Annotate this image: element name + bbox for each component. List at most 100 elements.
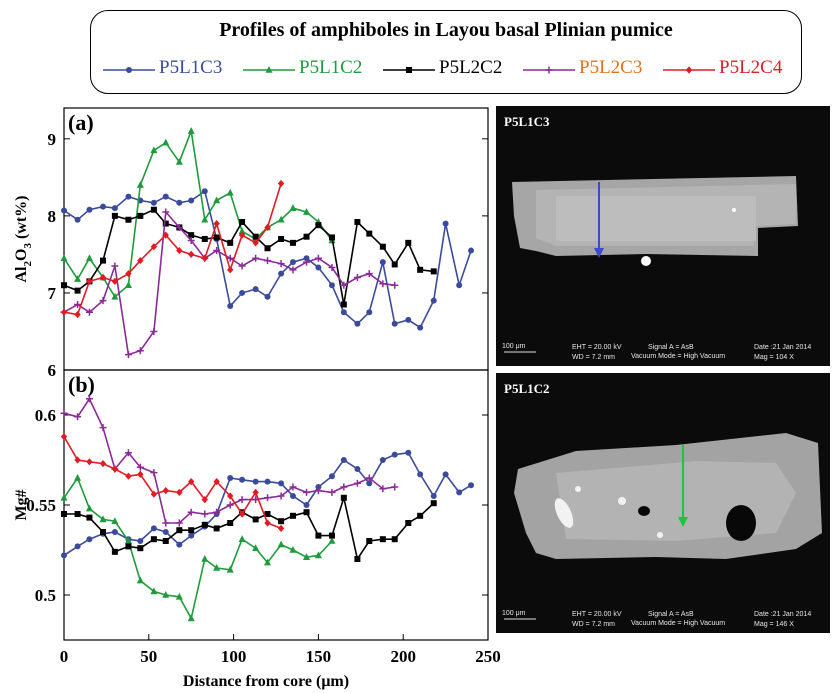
data-point bbox=[430, 493, 437, 499]
data-point bbox=[405, 316, 412, 323]
data-point bbox=[238, 262, 246, 270]
data-point bbox=[315, 532, 322, 539]
data-point bbox=[137, 470, 144, 478]
panel-a-al2o3: 6 7 8 9 (a) Al2O3 (wt%) bbox=[13, 107, 489, 380]
data-point bbox=[74, 301, 82, 308]
crystal-p5l1c3 bbox=[504, 176, 798, 353]
data-point bbox=[366, 538, 373, 544]
data-point bbox=[289, 483, 297, 491]
data-point bbox=[125, 472, 132, 480]
data-point bbox=[226, 254, 234, 262]
data-point bbox=[417, 471, 424, 478]
data-point bbox=[150, 146, 158, 154]
data-point bbox=[264, 257, 272, 265]
data-point bbox=[239, 289, 246, 296]
data-point bbox=[456, 282, 463, 289]
data-point bbox=[74, 511, 81, 517]
sem-image-label: P5L1C3 bbox=[504, 114, 550, 129]
data-point bbox=[100, 529, 107, 535]
data-point bbox=[150, 525, 157, 532]
data-point bbox=[226, 501, 234, 509]
data-point bbox=[175, 592, 183, 600]
plot-frame bbox=[63, 369, 489, 641]
data-point bbox=[277, 540, 285, 548]
data-point bbox=[100, 203, 107, 210]
data-point bbox=[315, 222, 322, 229]
series-p5l1c3 bbox=[61, 188, 475, 331]
sem-signal: Signal A = AsB bbox=[648, 344, 694, 351]
data-point bbox=[213, 525, 220, 532]
y-tick-label: 0.5 bbox=[35, 586, 56, 605]
data-point bbox=[277, 524, 285, 532]
x-tick-label: 250 bbox=[475, 647, 501, 666]
data-point bbox=[252, 286, 259, 293]
data-point bbox=[430, 297, 437, 304]
data-point bbox=[85, 395, 93, 403]
data-point bbox=[86, 277, 93, 285]
crystal-p5l1c2 bbox=[504, 433, 822, 620]
legend-swatch bbox=[663, 66, 715, 74]
series-p5l2c3 bbox=[60, 395, 399, 527]
data-point bbox=[61, 511, 67, 517]
data-point bbox=[86, 514, 93, 521]
data-point bbox=[417, 324, 424, 331]
data-point bbox=[405, 239, 412, 246]
data-point bbox=[340, 494, 347, 501]
data-point bbox=[60, 433, 68, 441]
data-point bbox=[468, 482, 475, 489]
data-point bbox=[162, 538, 169, 544]
data-point bbox=[252, 488, 259, 496]
legend-swatch bbox=[383, 67, 435, 73]
data-point bbox=[252, 239, 259, 247]
data-point bbox=[61, 207, 67, 214]
data-point bbox=[417, 512, 424, 519]
data-point bbox=[405, 520, 412, 526]
data-point bbox=[213, 247, 221, 255]
data-point bbox=[227, 520, 234, 526]
data-point bbox=[391, 261, 398, 268]
legend: Profiles of amphiboles in Layou basal Pl… bbox=[90, 10, 802, 94]
data-point bbox=[85, 254, 93, 262]
data-point bbox=[278, 518, 285, 525]
x-axis-label: Distance from core (μm) bbox=[183, 673, 349, 690]
data-point bbox=[354, 556, 361, 562]
data-point bbox=[86, 206, 93, 213]
data-point bbox=[125, 216, 132, 223]
data-point bbox=[111, 205, 118, 212]
data-point bbox=[176, 541, 183, 548]
x-tick-label: 100 bbox=[221, 647, 247, 666]
data-point bbox=[111, 212, 118, 219]
data-point bbox=[277, 260, 285, 268]
data-point bbox=[391, 536, 398, 543]
data-point bbox=[303, 255, 310, 262]
data-point bbox=[354, 320, 361, 327]
data-point bbox=[468, 247, 475, 254]
data-point bbox=[264, 293, 271, 300]
data-point bbox=[111, 548, 118, 555]
data-point bbox=[201, 215, 209, 223]
data-point bbox=[264, 519, 271, 527]
data-point bbox=[379, 259, 386, 266]
series-p5l1c3 bbox=[61, 449, 475, 559]
data-point bbox=[136, 181, 144, 188]
data-point bbox=[188, 532, 195, 539]
data-point bbox=[60, 409, 68, 417]
data-point bbox=[227, 266, 234, 274]
data-point bbox=[85, 504, 93, 512]
data-point bbox=[99, 460, 107, 468]
data-point bbox=[430, 500, 437, 507]
data-point bbox=[328, 532, 335, 539]
sem-vacuum: Vacuum Mode = High Vacuum bbox=[631, 620, 726, 627]
data-point bbox=[150, 587, 158, 595]
data-point bbox=[111, 277, 119, 285]
y-tick-label: 6 bbox=[48, 361, 57, 380]
data-point bbox=[379, 243, 386, 250]
data-point bbox=[188, 250, 195, 259]
data-point bbox=[340, 309, 347, 316]
y-tick-label: 0.55 bbox=[26, 496, 56, 515]
data-point bbox=[264, 223, 271, 232]
data-point bbox=[187, 508, 195, 516]
data-point bbox=[111, 529, 118, 535]
data-point bbox=[74, 275, 82, 282]
